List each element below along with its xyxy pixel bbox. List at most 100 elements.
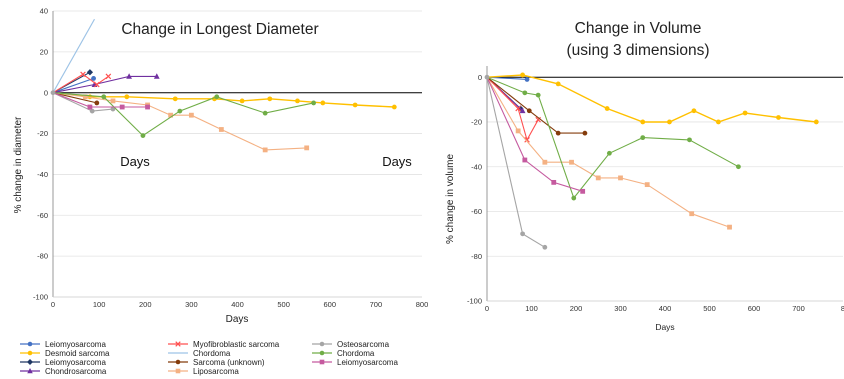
volume-y-tick-label: -40 xyxy=(471,162,482,171)
legend-item: Leiomyosarcoma xyxy=(312,358,398,367)
diameter-data-point xyxy=(153,73,160,79)
diameter-x-axis-label: Days xyxy=(226,314,249,325)
volume-x-axis-label: Days xyxy=(655,322,674,332)
volume-x-tick-label: 200 xyxy=(570,304,583,313)
diameter-data-point xyxy=(295,98,300,104)
volume-data-point xyxy=(716,119,721,125)
legend-label: Chordoma xyxy=(193,349,231,358)
volume-series-5 xyxy=(486,76,588,136)
volume-y-axis-label: % change in volume xyxy=(445,154,456,244)
diameter-annotation-days-2: Days xyxy=(382,154,412,169)
diameter-annotation-days-1: Days xyxy=(120,154,150,169)
legend-swatch-marker xyxy=(27,368,33,374)
diameter-x-tick-label: 800 xyxy=(416,300,429,309)
legend-label: Osteosarcoma xyxy=(337,340,390,349)
volume-data-point xyxy=(535,92,541,98)
volume-data-point xyxy=(520,72,525,78)
diameter-x-tick-label: 100 xyxy=(93,300,106,309)
volume-data-point xyxy=(580,188,586,194)
diameter-data-point xyxy=(352,102,358,108)
legend-label: Myofibroblastic sarcoma xyxy=(193,340,280,349)
volume-x-tick-label: 600 xyxy=(748,304,761,313)
diameter-data-point xyxy=(94,100,100,106)
diameter-data-point xyxy=(105,73,112,80)
volume-data-point xyxy=(542,159,548,165)
diameter-data-point xyxy=(267,96,273,102)
legend-item: Osteosarcoma xyxy=(312,340,390,349)
diameter-data-point xyxy=(177,108,183,114)
diameter-series-line xyxy=(52,77,94,94)
legend-swatch-marker xyxy=(175,368,181,374)
diameter-y-tick-label: -100 xyxy=(33,293,48,302)
diameter-series-6 xyxy=(52,92,100,106)
volume-data-point xyxy=(813,119,819,125)
volume-data-point xyxy=(687,137,692,143)
diameter-y-tick-label: 40 xyxy=(40,7,48,16)
volume-data-point xyxy=(689,211,695,217)
legend-item: Chordoma xyxy=(312,349,375,358)
diameter-series-5 xyxy=(52,18,95,93)
legend-swatch-marker xyxy=(27,341,33,347)
legend-swatch-marker xyxy=(319,341,325,347)
diameter-chart-title: Change in Longest Diameter xyxy=(121,21,318,38)
volume-data-point xyxy=(595,175,601,181)
volume-data-point xyxy=(618,175,623,181)
volume-x-tick-label: 100 xyxy=(525,304,538,313)
volume-data-point xyxy=(519,107,526,114)
diameter-data-point xyxy=(262,147,268,153)
diameter-y-tick-label: -40 xyxy=(37,170,48,179)
volume-origin-point xyxy=(484,74,490,80)
diameter-y-tick-label: -80 xyxy=(37,252,48,261)
volume-data-point xyxy=(644,182,650,188)
volume-series-line xyxy=(486,76,539,142)
volume-data-point xyxy=(742,110,748,116)
diameter-series-9 xyxy=(52,92,317,139)
diameter-data-point xyxy=(124,94,130,100)
volume-data-point xyxy=(551,179,557,185)
volume-series-line xyxy=(486,76,528,80)
volume-data-point xyxy=(520,231,525,237)
legend-label: Liposarcoma xyxy=(193,367,239,376)
legend-item: Liposarcoma xyxy=(168,367,239,376)
volume-x-tick-label: 0 xyxy=(485,304,489,313)
diameter-origin-point xyxy=(50,90,56,96)
legend-label: Chordoma xyxy=(337,349,375,358)
diameter-data-point xyxy=(89,108,95,114)
volume-series-4 xyxy=(486,76,541,143)
diameter-x-tick-label: 200 xyxy=(139,300,152,309)
volume-series-0 xyxy=(486,76,530,82)
diameter-x-tick-label: 600 xyxy=(323,300,336,309)
volume-data-point xyxy=(582,130,588,136)
volume-x-tick-label: 500 xyxy=(703,304,716,313)
legend-item: Desmoid sarcoma xyxy=(20,349,110,358)
legend-item: Leiomyosarcoma xyxy=(20,358,106,367)
legend-item: Sarcoma (unknown) xyxy=(168,358,265,367)
volume-data-point xyxy=(640,119,646,125)
legend-item: Chondrosarcoma xyxy=(20,367,107,376)
legend-label: Sarcoma (unknown) xyxy=(193,358,265,367)
legend-label: Leiomyosarcoma xyxy=(337,358,398,367)
diameter-series-0 xyxy=(52,76,96,94)
volume-series-line xyxy=(486,76,585,134)
volume-data-point xyxy=(640,135,646,141)
legend-item: Myofibroblastic sarcoma xyxy=(168,340,280,349)
diameter-data-point xyxy=(110,98,116,104)
legend-label: Leiomyosarcoma xyxy=(45,340,106,349)
diameter-y-axis-label: % change in diameter xyxy=(13,116,24,213)
diameter-series xyxy=(50,18,397,153)
diameter-data-point xyxy=(172,96,178,102)
volume-x-tick-label: 700 xyxy=(792,304,805,313)
volume-data-point xyxy=(535,116,541,123)
legend-swatch-marker xyxy=(319,359,325,365)
volume-y-tick-label: -60 xyxy=(471,207,482,216)
legend-swatch-marker xyxy=(319,350,325,356)
volume-data-point xyxy=(569,159,574,165)
diameter-y-tick-label: 20 xyxy=(40,47,48,56)
volume-series-line xyxy=(486,74,817,123)
diameter-series-line xyxy=(52,92,148,108)
diameter-data-point xyxy=(80,71,86,78)
volume-chart-subtitle: (using 3 dimensions) xyxy=(566,42,709,59)
diameter-x-tick-label: 0 xyxy=(51,300,55,309)
diameter-y-tick-label: -20 xyxy=(37,129,48,138)
